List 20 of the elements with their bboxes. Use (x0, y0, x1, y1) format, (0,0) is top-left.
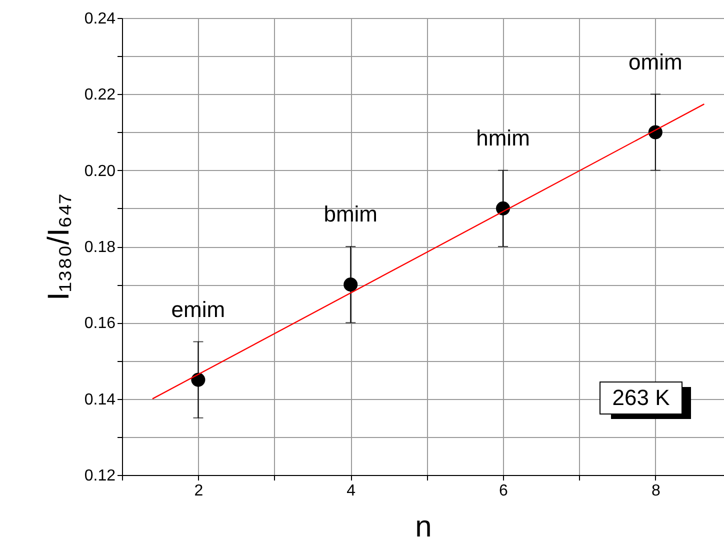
point (344, 278, 358, 292)
y-tick-label: 0.20 (84, 162, 116, 180)
y-axis-title: I₁₃₈₀/I₆₄₇ (42, 194, 76, 300)
annotation: 263 K (612, 385, 670, 410)
y-tick-label: 0.16 (84, 315, 116, 332)
y-tick-label: 0.18 (84, 239, 116, 256)
point (191, 372, 206, 387)
y-tick-label: 0.12 (84, 468, 116, 484)
x-tick-label: 4 (346, 482, 356, 500)
annotation: omim (628, 49, 682, 74)
annotation: emim (171, 296, 226, 322)
y-tick-label: 0.24 (84, 10, 116, 28)
x-tick-label: 6 (499, 482, 508, 500)
annotation: bmim (324, 202, 378, 227)
x-tick-label: 8 (651, 482, 660, 500)
y-tick-label: 0.14 (84, 391, 116, 408)
y-tick-label: 0.22 (84, 86, 116, 104)
x-tick-label: 2 (194, 482, 204, 500)
annotation: hmim (476, 125, 530, 150)
x-axis-title: n (415, 510, 432, 544)
